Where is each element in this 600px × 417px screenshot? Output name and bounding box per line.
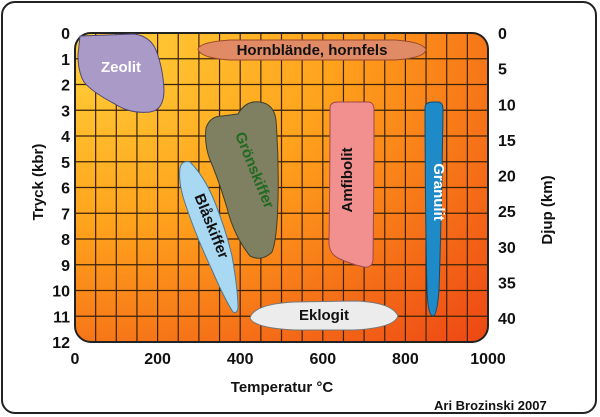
left-y-tick-label: 11 <box>53 309 70 326</box>
facies-label-hornblande-hornfels: Hornblände, hornfels <box>237 42 388 59</box>
right-y-tick-label: 20 <box>498 169 516 186</box>
x-tick-label: 800 <box>392 351 419 368</box>
facies-label-amfibolit: Amfibolit <box>339 148 356 213</box>
left-y-tick-label: 0 <box>61 26 70 43</box>
left-y-tick-label: 4 <box>61 129 70 146</box>
left-y-tick-label: 1 <box>61 52 70 69</box>
right-y-tick-label: 15 <box>498 133 516 150</box>
right-y-tick-label: 25 <box>498 204 516 221</box>
x-tick-label: 200 <box>144 351 171 368</box>
left-y-tick-label: 10 <box>52 284 70 301</box>
left-y-tick-label: 5 <box>61 155 70 172</box>
x-tick-label: 600 <box>309 351 336 368</box>
left-y-tick-label: 2 <box>61 78 70 95</box>
facies-region-eklogit <box>249 300 399 331</box>
facies-region-granulit <box>424 101 444 317</box>
author-credit: Ari Brozinski 2007 <box>434 398 547 413</box>
right-y-tick-label: 35 <box>498 275 516 292</box>
axis-ticks: 0 200 400 600 800 100001234567891011120510152… <box>52 26 516 368</box>
right-y-tick-label: 30 <box>498 240 516 257</box>
facies-region-hornblande-hornfels <box>197 39 427 61</box>
left-y-axis-title: Tryck (kbr) <box>30 144 47 221</box>
x-tick-label: 0 <box>71 351 80 368</box>
facies-region-blaskiffer <box>179 161 239 313</box>
left-y-tick-label: 8 <box>61 232 70 249</box>
x-tick-label: 1000 <box>470 351 506 368</box>
facies-label-eklogit: Eklogit <box>299 307 349 324</box>
facies-region-zeolit <box>77 33 165 113</box>
right-y-tick-label: 0 <box>498 26 507 43</box>
left-y-tick-label: 3 <box>61 103 70 120</box>
facies-region-amfibolit <box>328 101 375 268</box>
left-y-tick-label: 12 <box>52 335 70 352</box>
facies-label-zeolit: Zeolit <box>101 59 141 76</box>
left-y-tick-label: 7 <box>61 206 70 223</box>
right-y-tick-label: 40 <box>498 311 516 328</box>
plot-border <box>74 32 489 343</box>
x-axis-title: Temperatur °C <box>231 379 334 396</box>
right-y-tick-label: 10 <box>498 97 516 114</box>
x-tick-label: 400 <box>227 351 254 368</box>
facies-region-gronskiffer <box>205 101 279 259</box>
right-y-tick-label: 5 <box>498 62 507 79</box>
left-y-tick-label: 6 <box>61 181 70 198</box>
right-y-axis-title: Djup (km) <box>539 175 556 244</box>
facies-label-granulit: Granulit <box>430 163 447 221</box>
left-y-tick-label: 9 <box>61 258 70 275</box>
